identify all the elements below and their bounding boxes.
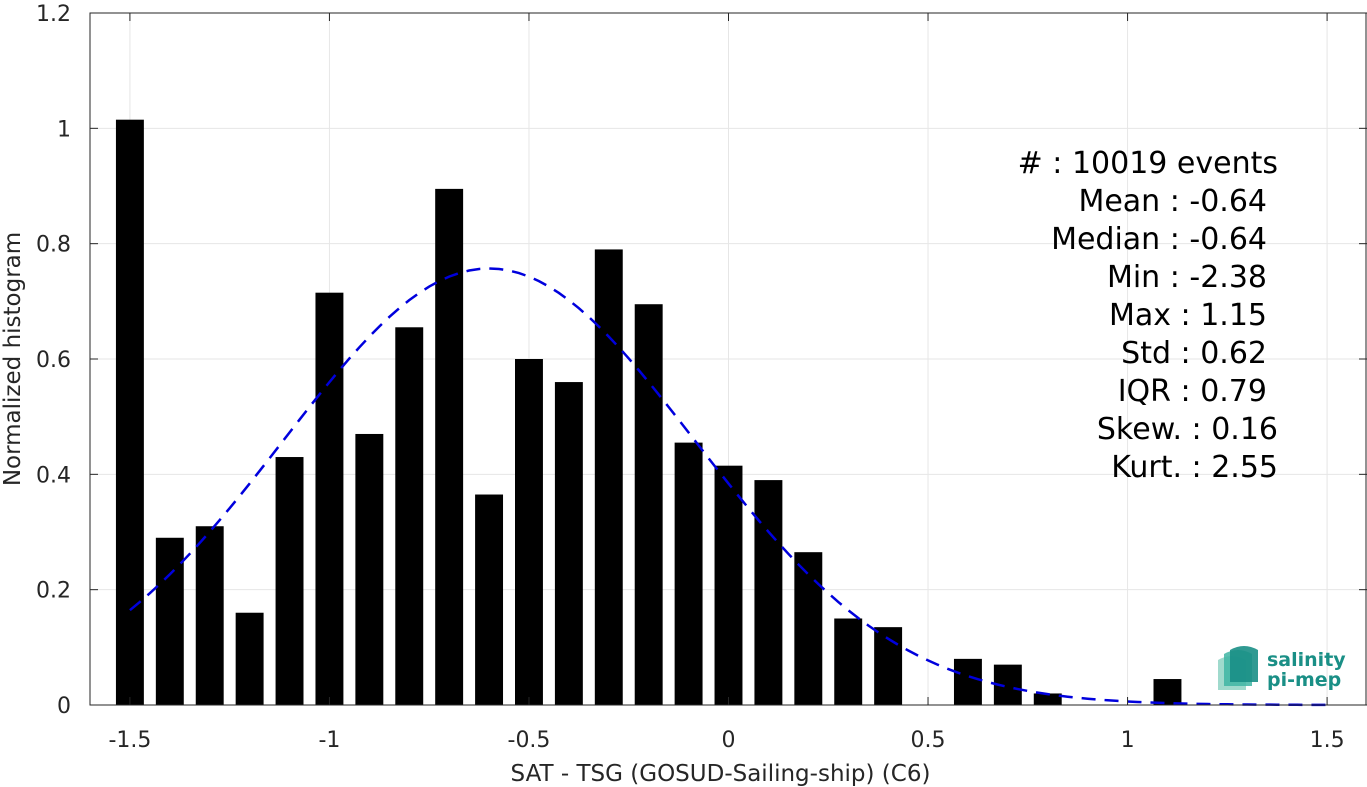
histogram-bar [275,457,304,705]
x-tick-label: 1 [1121,728,1135,753]
stats-median: Median : -0.64 [1051,222,1267,257]
histogram-bar [754,480,783,705]
histogram-bar [714,465,743,705]
y-tick-label: 0.2 [36,579,71,604]
histogram-bar [515,359,543,705]
x-tick-label: 0.5 [911,728,946,753]
histogram-bar [115,119,144,705]
histogram-bar [953,658,982,705]
logo-wave-icon [1218,646,1258,690]
histogram-bar [554,382,583,705]
salinity-pimep-logo: salinity pi-mep [1218,646,1346,691]
histogram-bar [195,526,224,705]
x-tick-label: 1.5 [1310,728,1345,753]
logo-line-salinity: salinity [1267,649,1346,671]
stats-events: # : 10019 events [1018,146,1278,181]
x-axis-label: SAT - TSG (GOSUD-Sailing-ship) (C6) [511,761,931,787]
y-tick-label: 0.8 [36,233,71,258]
histogram-bar [794,552,823,705]
histogram-bar [475,494,504,705]
stats-std: Std : 0.62 [1121,336,1267,371]
x-tick-label: -1 [318,728,340,753]
y-tick-label: 0 [57,694,71,719]
histogram-bar [355,433,384,705]
histogram-bar [674,442,703,705]
y-axis-label: Normalized histogram [0,232,26,486]
histogram-bar [155,537,184,705]
x-tick-labels: -1.5 -1 -0.5 0 0.5 1 1.5 [108,728,1344,753]
stats-skew: Skew. : 0.16 [1097,412,1278,447]
y-tick-label: 1 [57,117,71,142]
histogram-bar [395,327,424,705]
stats-max: Max : 1.15 [1109,298,1267,333]
histogram-bar [235,612,264,705]
stats-kurt: Kurt. : 2.55 [1111,450,1278,485]
histogram-bar [1033,693,1062,705]
stats-iqr: IQR : 0.79 [1118,374,1267,409]
axis-ticks [90,12,1367,706]
y-tick-labels: 0 0.2 0.4 0.6 0.8 1 1.2 [36,2,71,719]
y-tick-label: 0.6 [36,348,71,373]
histogram-bar [634,304,663,705]
stats-min: Min : -2.38 [1107,260,1267,295]
histogram-bar [1153,679,1182,705]
histogram-bar [834,618,863,705]
y-tick-label: 0.4 [36,463,71,488]
logo-line-pimep: pi-mep [1267,669,1341,691]
histogram-bar [594,249,623,705]
histogram-bar [315,292,344,705]
stats-mean: Mean : -0.64 [1078,184,1267,219]
histogram-bars [115,119,1182,706]
histogram-bar [435,188,464,706]
x-tick-label: -0.5 [508,728,551,753]
statistics-box: # : 10019 events Mean : -0.64 Median : -… [1018,146,1278,485]
y-tick-label: 1.2 [36,2,71,27]
x-tick-label: 0 [722,728,736,753]
x-tick-label: -1.5 [108,728,151,753]
